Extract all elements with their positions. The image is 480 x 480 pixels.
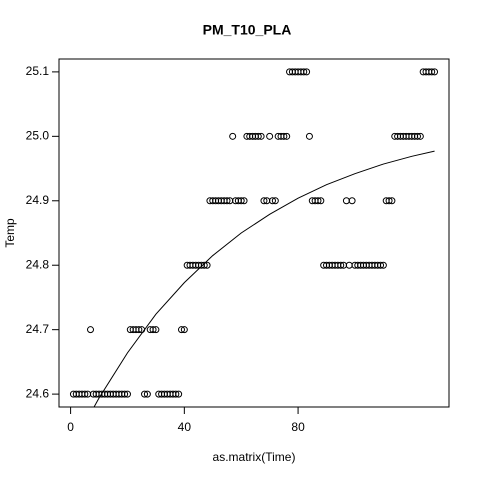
- x-axis-label: as.matrix(Time): [213, 450, 296, 464]
- point: [280, 132, 288, 140]
- x-tick-label: 80: [291, 420, 305, 434]
- point: [303, 68, 311, 76]
- point: [268, 197, 276, 205]
- point: [200, 261, 208, 269]
- y-tick-label: 24.6: [26, 386, 50, 400]
- point: [300, 68, 308, 76]
- point: [345, 261, 353, 269]
- point: [385, 197, 393, 205]
- point: [413, 132, 421, 140]
- point: [121, 390, 129, 398]
- point: [305, 132, 313, 140]
- point: [416, 132, 424, 140]
- y-tick-label: 24.7: [26, 322, 50, 336]
- point: [143, 390, 151, 398]
- point: [229, 132, 237, 140]
- point: [240, 197, 248, 205]
- y-tick-label: 24.9: [26, 193, 50, 207]
- point: [260, 197, 268, 205]
- chart-title: PM_T10_PLA: [203, 22, 292, 38]
- y-tick-label: 24.8: [26, 257, 50, 271]
- point: [152, 326, 160, 334]
- point: [377, 261, 385, 269]
- point: [177, 326, 185, 334]
- y-axis-label: Temp: [3, 218, 17, 248]
- point: [141, 390, 149, 398]
- y-tick-label: 25.1: [26, 64, 50, 78]
- point: [337, 261, 345, 269]
- point: [431, 68, 439, 76]
- point: [223, 197, 231, 205]
- x-tick-label: 40: [178, 420, 192, 434]
- point: [348, 197, 356, 205]
- point: [254, 132, 262, 140]
- point: [135, 326, 143, 334]
- point: [271, 197, 279, 205]
- point: [428, 68, 436, 76]
- point: [314, 197, 322, 205]
- point: [172, 390, 180, 398]
- point: [87, 326, 95, 334]
- point: [180, 326, 188, 334]
- point: [266, 132, 274, 140]
- point: [123, 390, 131, 398]
- plot-frame: [58, 58, 450, 408]
- y-tick-label: 25.0: [26, 129, 50, 143]
- point: [203, 261, 211, 269]
- point: [81, 390, 89, 398]
- point: [237, 197, 245, 205]
- point: [379, 261, 387, 269]
- point: [257, 132, 265, 140]
- point: [342, 197, 350, 205]
- point: [317, 197, 325, 205]
- x-tick-label: 0: [67, 420, 74, 434]
- point: [283, 132, 291, 140]
- point: [388, 197, 396, 205]
- point: [149, 326, 157, 334]
- fit-curve: [93, 150, 435, 407]
- point: [175, 390, 183, 398]
